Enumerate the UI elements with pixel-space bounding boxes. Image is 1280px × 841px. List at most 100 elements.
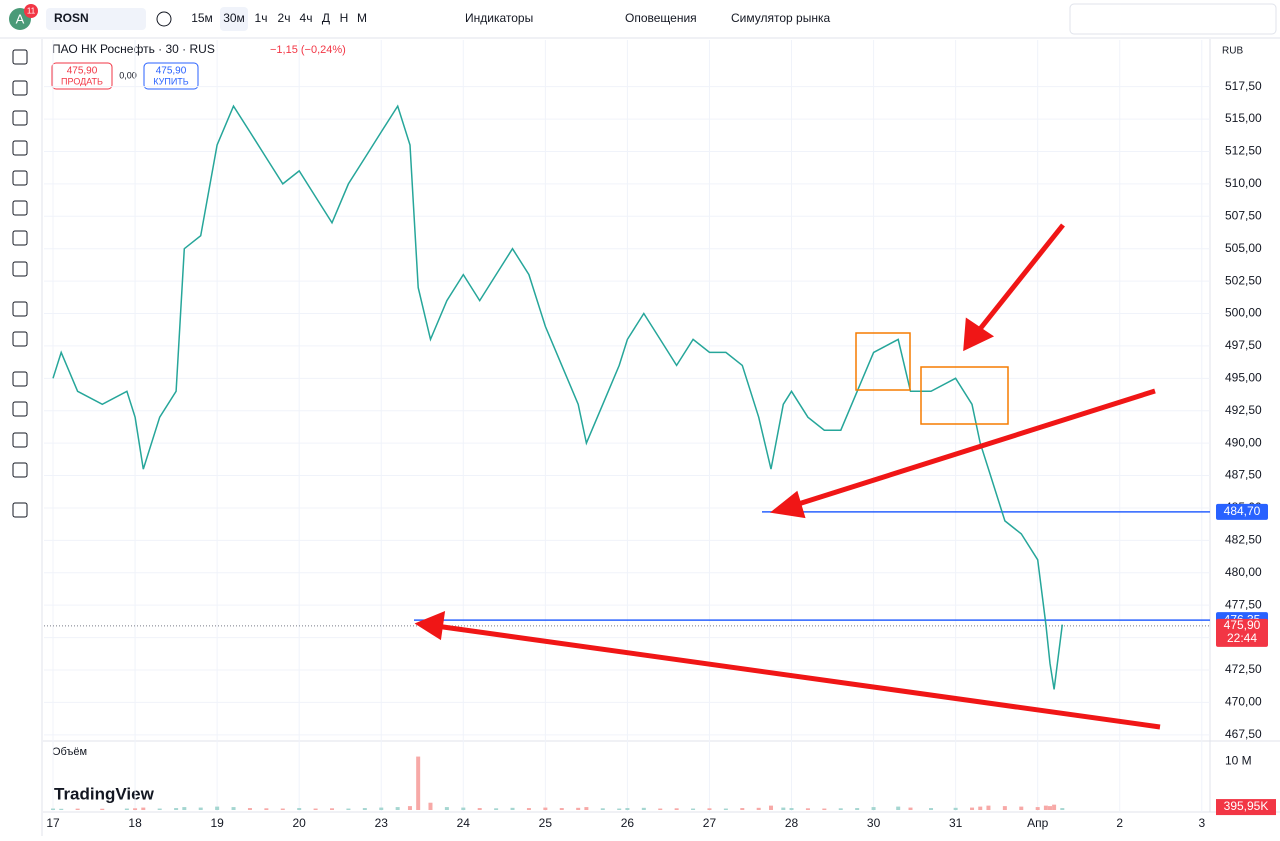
x-tick-label: 30 xyxy=(867,816,881,830)
symbol: ROSN xyxy=(54,11,89,25)
price-tag-label: 484,70 xyxy=(1224,504,1261,518)
sell-label: ПРОДАТЬ xyxy=(61,76,103,86)
volume-bar xyxy=(781,807,786,810)
volume-bar xyxy=(526,808,531,810)
drawing-toolbar xyxy=(1069,3,1277,35)
arrow-head xyxy=(963,317,995,352)
tool-icon[interactable] xyxy=(12,502,28,518)
volume-bar xyxy=(871,807,876,810)
volume-title: Объём xyxy=(52,746,87,758)
x-tick-label: 19 xyxy=(210,816,224,830)
interval-button[interactable]: 2ч xyxy=(278,11,291,25)
buy-button[interactable] xyxy=(143,62,199,90)
volume-bar xyxy=(1052,804,1057,810)
volume-bar xyxy=(124,808,129,810)
volume-bar xyxy=(346,808,351,810)
volume-bar xyxy=(896,806,901,810)
symbol-search[interactable] xyxy=(46,8,146,30)
tool-icon[interactable] xyxy=(12,331,28,347)
last-price-label: 475,90 xyxy=(1224,618,1261,632)
tool-icon[interactable] xyxy=(12,140,28,156)
indicators-button[interactable]: Индикаторы xyxy=(465,11,533,25)
tool-icon[interactable] xyxy=(12,200,28,216)
volume-bar xyxy=(822,808,827,810)
volume-bar xyxy=(428,802,433,810)
interval-button[interactable]: Н xyxy=(340,11,349,25)
x-tick-label: 17 xyxy=(46,816,60,830)
x-tick-label: 31 xyxy=(949,816,963,830)
legend-title: ПАО НК Роснефть · 30 · RUS xyxy=(52,42,215,56)
tool-icon[interactable] xyxy=(12,371,28,387)
x-tick-label: 18 xyxy=(128,816,142,830)
y-tick-label: 510,00 xyxy=(1225,176,1262,190)
compare-button[interactable] xyxy=(156,11,172,27)
volume-bar xyxy=(707,808,712,810)
sell-button[interactable] xyxy=(51,62,113,90)
interval-button[interactable]: 30м xyxy=(223,11,245,25)
interval-button[interactable]: 1ч xyxy=(255,11,268,25)
tool-icon[interactable] xyxy=(12,462,28,478)
volume-bar xyxy=(231,807,236,810)
tool-icon[interactable] xyxy=(12,110,28,126)
volume-bar xyxy=(1019,806,1024,810)
tool-icon[interactable] xyxy=(12,432,28,448)
interval-active xyxy=(220,7,248,31)
legend-change: −1,15 (−0,24%) xyxy=(270,44,346,56)
alerts-button[interactable]: Оповещения xyxy=(625,11,697,25)
badge-count: 11 xyxy=(27,7,36,16)
volume-bar xyxy=(584,807,589,810)
volume-bar xyxy=(494,808,499,810)
volume-bar xyxy=(133,808,138,810)
spread: 0,00 xyxy=(119,70,137,80)
volume-bar xyxy=(559,808,564,810)
volume-bar xyxy=(674,808,679,810)
volume-bar xyxy=(215,806,220,810)
volume-bar xyxy=(978,806,983,810)
drawn-arrows xyxy=(414,223,1161,730)
interval-button[interactable]: 4ч xyxy=(300,11,313,25)
volume-bar xyxy=(379,807,384,810)
y-tick-label: 470,00 xyxy=(1225,695,1262,709)
currency: RUB xyxy=(1222,46,1243,57)
volume-bar xyxy=(838,808,843,810)
volume-bar xyxy=(416,756,421,810)
volume-bar xyxy=(929,808,934,810)
x-tick-label: 24 xyxy=(457,816,471,830)
arrow-head xyxy=(414,611,446,641)
volume-tag xyxy=(1216,799,1276,816)
tool-icon[interactable] xyxy=(12,301,28,317)
y-tick-label: 480,00 xyxy=(1225,565,1262,579)
x-tick-label: Апр xyxy=(1027,816,1049,830)
tool-icon[interactable] xyxy=(12,261,28,277)
top-toolbar xyxy=(0,0,1280,38)
x-tick-label: 3 xyxy=(1198,816,1205,830)
volume-bar xyxy=(280,808,285,810)
interval-button[interactable]: М xyxy=(357,11,367,25)
tool-icon[interactable] xyxy=(12,230,28,246)
interval-button[interactable]: 15м xyxy=(191,11,213,25)
volume-bar xyxy=(157,808,162,810)
x-tick-label: 27 xyxy=(703,816,717,830)
volume-bar xyxy=(617,808,622,810)
y-tick-label: 492,50 xyxy=(1225,403,1262,417)
volume-bar xyxy=(510,807,515,810)
price-tag xyxy=(1216,503,1268,520)
x-tick-label: 26 xyxy=(621,816,635,830)
y-tick-label: 515,00 xyxy=(1225,111,1262,125)
x-tick-label: 28 xyxy=(785,816,799,830)
volume-bar xyxy=(1047,806,1052,810)
drawn-rectangle xyxy=(920,366,1009,425)
tool-icon[interactable] xyxy=(12,170,28,186)
volume-bar xyxy=(313,808,318,810)
interval-button[interactable]: Д xyxy=(322,11,330,25)
tool-icon[interactable] xyxy=(12,49,28,65)
y-tick-label: 495,00 xyxy=(1225,371,1262,385)
replay-button[interactable]: Симулятор рынка xyxy=(731,11,830,25)
volume-bar xyxy=(576,807,581,810)
tool-icon[interactable] xyxy=(12,401,28,417)
sell-price: 475,90 xyxy=(67,66,98,77)
tool-icon[interactable] xyxy=(12,80,28,96)
y-tick-label: 500,00 xyxy=(1225,306,1262,320)
logo: TradingView xyxy=(54,784,155,803)
